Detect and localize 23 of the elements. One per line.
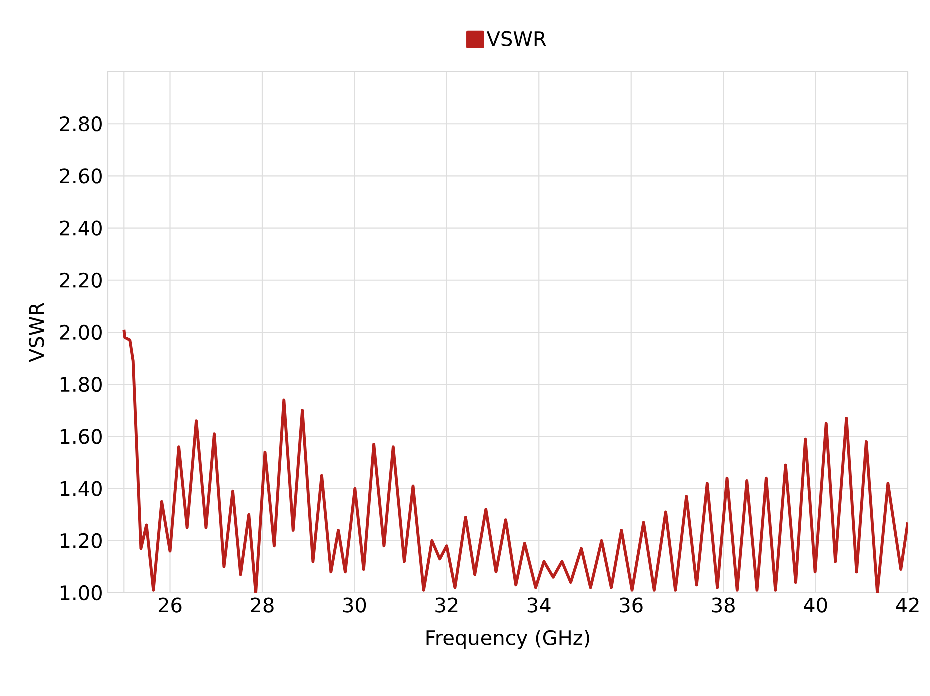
y-tick-label: 1.00: [60, 585, 102, 601]
x-tick-label: 30: [343, 598, 366, 613]
x-tick-label: 38: [712, 598, 735, 613]
y-axis-title: VSWR: [29, 303, 44, 362]
y-tick-label: 2.80: [60, 116, 102, 132]
x-tick-label: 34: [528, 598, 551, 613]
y-tick-label: 1.40: [60, 481, 102, 496]
y-tick-label: 1.80: [60, 377, 102, 392]
y-tick-label: 2.20: [60, 272, 102, 288]
y-tick-label: 1.20: [60, 533, 102, 548]
y-tick-label: 1.60: [60, 429, 102, 444]
x-tick-label: 26: [158, 598, 182, 613]
x-tick-label: 42: [896, 598, 919, 613]
x-tick-label: 28: [251, 598, 274, 613]
y-tick-label: 2.00: [60, 324, 102, 340]
x-tick-label: 32: [436, 598, 458, 613]
x-tick-label: 40: [804, 598, 828, 613]
legend-label: VSWR: [486, 31, 546, 46]
line-series: [122, 328, 908, 593]
y-tick-label: 2.40: [60, 220, 102, 236]
x-axis-title: Frequency (GHz): [426, 630, 590, 650]
x-tick-label: 36: [620, 598, 643, 613]
y-tick-label: 2.60: [60, 168, 102, 184]
